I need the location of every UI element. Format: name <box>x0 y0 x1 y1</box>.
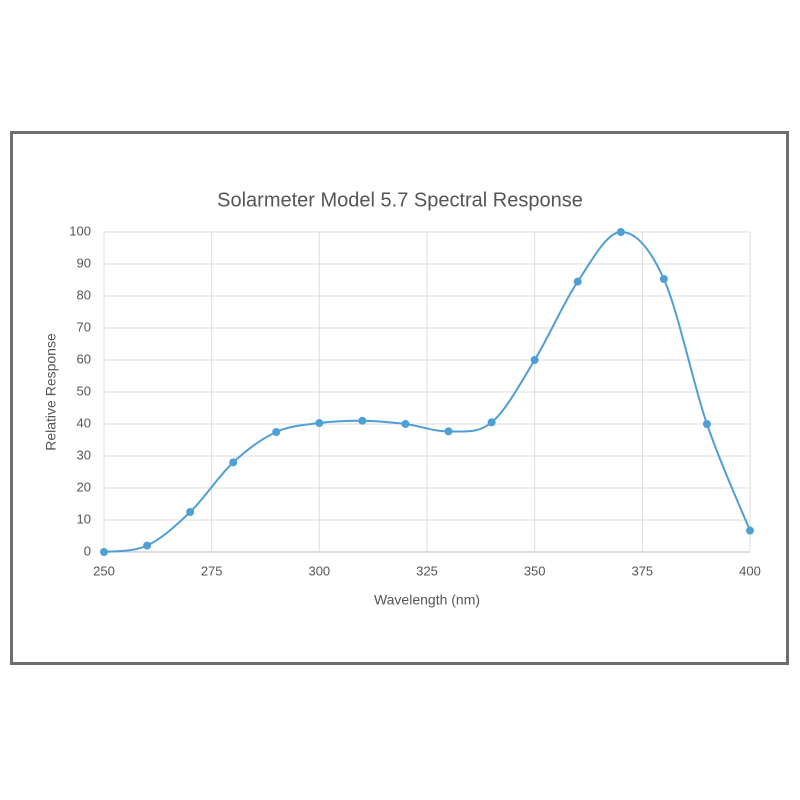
data-point <box>143 541 152 550</box>
y-tick-label: 60 <box>77 351 91 366</box>
data-point <box>444 427 453 436</box>
data-point <box>487 418 496 427</box>
data-point <box>401 420 410 428</box>
x-axis-label: Wavelength (nm) <box>374 592 480 608</box>
y-tick-label: 90 <box>77 255 91 270</box>
x-tick-label: 375 <box>631 563 653 578</box>
data-point <box>358 416 367 425</box>
data-point <box>186 508 195 516</box>
y-axis-label: Relative Response <box>43 333 59 451</box>
y-tick-label: 50 <box>77 383 91 398</box>
y-tick-label: 30 <box>77 447 91 462</box>
y-tick-label: 80 <box>77 287 91 302</box>
data-point <box>702 420 711 428</box>
data-point <box>659 275 668 284</box>
y-tick-label: 20 <box>77 479 91 494</box>
data-point <box>272 428 281 436</box>
x-tick-label: 275 <box>201 563 223 578</box>
chart-frame <box>10 131 789 665</box>
data-point <box>229 458 238 467</box>
x-tick-label: 400 <box>739 563 761 578</box>
y-tick-label: 100 <box>69 223 91 238</box>
x-tick-label: 250 <box>93 563 115 578</box>
y-tick-label: 0 <box>84 543 91 558</box>
x-tick-label: 350 <box>524 563 546 578</box>
data-point <box>573 277 582 286</box>
y-tick-label: 40 <box>77 415 91 430</box>
data-point <box>315 419 324 428</box>
x-tick-label: 300 <box>308 563 330 578</box>
data-point <box>616 228 625 236</box>
y-tick-label: 10 <box>77 511 91 526</box>
x-tick-label: 325 <box>416 563 438 578</box>
data-point <box>100 548 108 556</box>
data-point <box>746 526 754 535</box>
chart-title: Solarmeter Model 5.7 Spectral Response <box>217 189 583 211</box>
y-tick-label: 70 <box>77 319 91 334</box>
data-point <box>530 356 539 364</box>
